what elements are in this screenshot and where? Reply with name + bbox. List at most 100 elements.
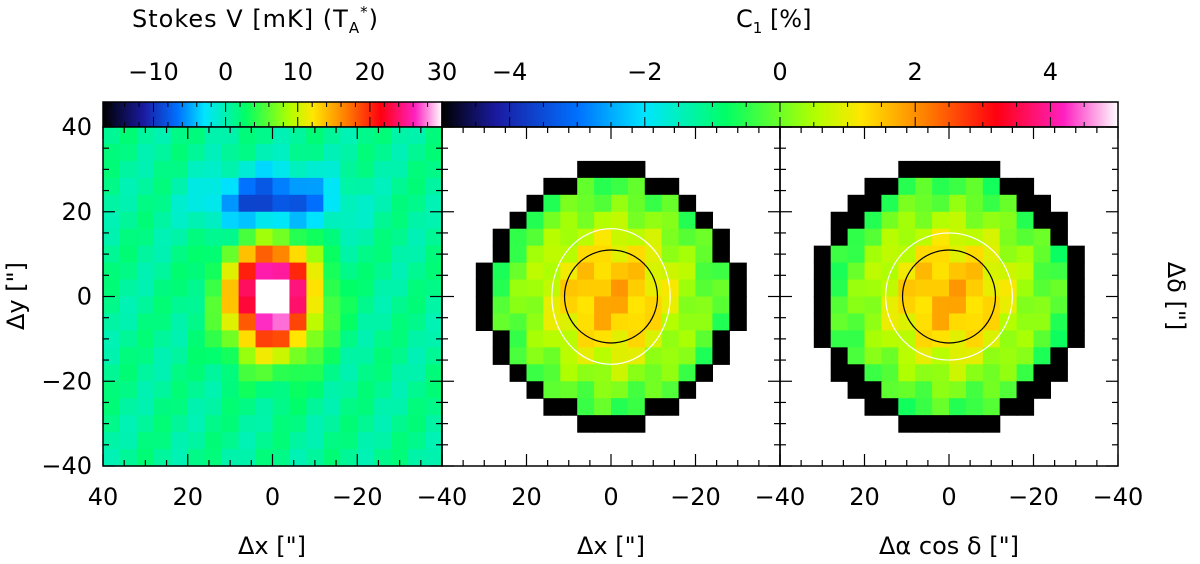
heatmap-cell xyxy=(509,262,528,281)
heatmap-cell xyxy=(221,228,240,247)
heatmap-cell xyxy=(204,143,223,162)
heatmap-cell xyxy=(255,245,274,264)
heatmap-cell xyxy=(187,364,206,382)
heatmap-cell xyxy=(881,194,899,213)
heatmap-cell xyxy=(982,330,1001,348)
beam-circle xyxy=(901,249,997,344)
heatmap-cell xyxy=(1050,296,1068,315)
heatmap-cell xyxy=(881,296,899,315)
heatmap-cell xyxy=(408,381,426,399)
heatmap-cell xyxy=(255,449,274,467)
heatmap-cell xyxy=(238,143,257,162)
heatmap-cell xyxy=(306,398,324,416)
heatmap-cell xyxy=(204,415,223,433)
heatmap-cell xyxy=(881,313,899,331)
heatmap-cell xyxy=(153,177,172,196)
heatmap-cell xyxy=(153,432,172,450)
heatmap-cell xyxy=(187,279,206,298)
heatmap-cell xyxy=(255,194,274,213)
heatmap-cell xyxy=(357,194,375,213)
heatmap-cell xyxy=(136,279,155,298)
heatmap-cell xyxy=(323,313,341,331)
contour-line xyxy=(551,228,671,365)
heatmap-cell xyxy=(1067,313,1085,331)
heatmap-cell xyxy=(594,279,612,298)
heatmap-cell xyxy=(1016,279,1035,298)
heatmap-cell xyxy=(678,194,697,213)
heatmap-cell xyxy=(1050,330,1068,348)
heatmap-cell xyxy=(1033,228,1051,247)
heatmap-cell xyxy=(949,381,967,399)
heatmap-cell xyxy=(204,127,223,145)
heatmap-cell xyxy=(289,347,307,365)
heatmap-cell xyxy=(577,381,595,399)
heatmap-cell xyxy=(611,415,629,433)
heatmap-cell xyxy=(627,364,646,382)
heatmap-cell xyxy=(847,330,866,348)
xlabel-left: Δx ["] xyxy=(238,532,306,560)
heatmap-cell xyxy=(340,143,358,162)
heatmap-cell xyxy=(543,194,561,213)
heatmap-cell xyxy=(847,245,866,264)
heatmap-cell xyxy=(340,449,358,467)
heatmap-cell xyxy=(272,432,291,450)
heatmap-cell xyxy=(289,228,307,247)
heatmap-cell xyxy=(153,296,172,315)
heatmap-cell xyxy=(560,262,578,281)
heatmap-cell xyxy=(661,194,680,213)
heatmap-cell xyxy=(136,160,155,179)
heatmap-cell xyxy=(881,245,899,264)
heatmap-cell xyxy=(627,211,646,230)
heatmap-cell xyxy=(221,127,240,145)
heatmap-cell xyxy=(1050,313,1068,331)
heatmap-cell xyxy=(560,381,578,399)
heatmap-cell xyxy=(425,262,443,281)
heatmap-cell xyxy=(153,279,172,298)
heatmap-cell xyxy=(306,228,324,247)
heatmap-cell xyxy=(932,415,950,433)
axis-tick-labels: 40 20 0 −20 −40 20 0 −20 −40 20 0 −20 −40 40 20 0 −20 −40 xyxy=(41,113,1143,511)
colorbar-tick-label: 30 xyxy=(427,58,458,86)
heatmap-cell xyxy=(103,177,121,196)
heatmap-cell xyxy=(644,296,663,315)
heatmap-cell xyxy=(847,262,866,281)
heatmap-cell xyxy=(272,262,291,281)
heatmap-cell xyxy=(357,364,375,382)
heatmap-cell xyxy=(509,313,528,331)
heatmap-cell xyxy=(543,228,561,247)
heatmap-cell xyxy=(306,330,324,348)
heatmap-cell xyxy=(999,279,1018,298)
heatmap-cell xyxy=(932,364,950,382)
heatmap-cell xyxy=(864,330,882,348)
heatmap-cell xyxy=(644,194,663,213)
heatmap-cell xyxy=(509,211,528,230)
heatmap-cell xyxy=(103,228,121,247)
map-overlays xyxy=(551,228,1013,365)
heatmap-cell xyxy=(915,347,933,365)
heatmap-cell xyxy=(103,211,121,230)
heatmap-cell xyxy=(238,194,257,213)
heatmap-cell xyxy=(898,296,916,315)
heatmap-cell xyxy=(136,177,155,196)
heatmap-cell xyxy=(323,381,341,399)
colorbar-tick-label: 10 xyxy=(282,58,313,86)
heatmap-cell xyxy=(678,262,697,281)
heatmap-cell xyxy=(357,449,375,467)
x-tick-label: −20 xyxy=(332,483,383,511)
heatmap-cell xyxy=(289,313,307,331)
heatmap-cell xyxy=(881,330,899,348)
heatmap-cell xyxy=(408,245,426,264)
heatmap-cell xyxy=(340,245,358,264)
heatmap-cell xyxy=(611,211,629,230)
heatmap-cell xyxy=(577,228,595,247)
heatmap-cell xyxy=(982,177,1001,196)
heatmap-cell xyxy=(119,449,138,467)
heatmap-cell xyxy=(627,279,646,298)
heatmap-cell xyxy=(119,347,138,365)
heatmap-cell xyxy=(999,398,1018,416)
heatmap-cell xyxy=(103,398,121,416)
axis-ticks xyxy=(102,126,1119,467)
heatmap-cell xyxy=(119,330,138,348)
heatmap-cell xyxy=(306,160,324,179)
y-tick-label: 40 xyxy=(61,113,92,141)
